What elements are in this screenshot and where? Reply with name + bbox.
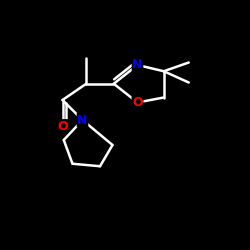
Text: N: N (132, 58, 143, 71)
Text: N: N (77, 114, 88, 126)
Text: O: O (57, 120, 68, 133)
Text: O: O (132, 96, 143, 109)
